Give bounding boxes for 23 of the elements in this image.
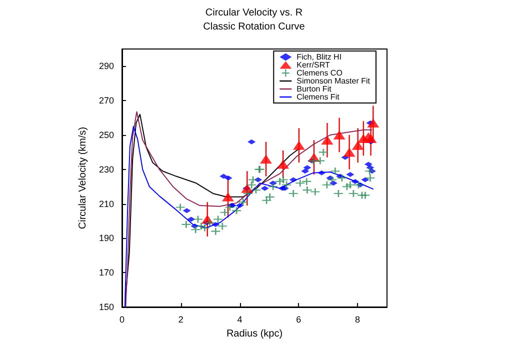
- y-axis-title: Circular Velocity (km/s): [78, 126, 89, 230]
- chart-title: Circular Velocity vs. R: [205, 8, 303, 18]
- y-tick-label: 250: [98, 130, 114, 140]
- x-tick-label: 8: [355, 314, 360, 324]
- y-tick-label: 270: [98, 96, 114, 106]
- legend-label: Clemens Fit: [296, 92, 340, 102]
- x-axis-title: Radius (kpc): [226, 328, 283, 340]
- legend-label: Clemens CO: [296, 68, 342, 78]
- x-tick-label: 4: [237, 314, 242, 324]
- chart-subtitle: Classic Rotation Curve: [203, 22, 306, 32]
- y-tick-label: 290: [98, 61, 114, 72]
- y-tick-label: 190: [98, 233, 114, 244]
- y-tick-label: 150: [98, 302, 114, 312]
- x-tick-label: 0: [119, 314, 125, 324]
- x-tick-label: 2: [178, 314, 184, 324]
- y-tick-label: 230: [98, 164, 114, 174]
- legend-label: Simonson Master Fit: [296, 76, 371, 86]
- y-tick-label: 210: [98, 198, 114, 209]
- legend-label: Burton Fit: [296, 84, 332, 94]
- legend-label: Fich, Blitz HI: [296, 52, 342, 62]
- y-tick-label: 170: [98, 268, 114, 278]
- legend-label: Kerr/SRT: [296, 60, 330, 70]
- x-tick-label: 6: [296, 314, 302, 324]
